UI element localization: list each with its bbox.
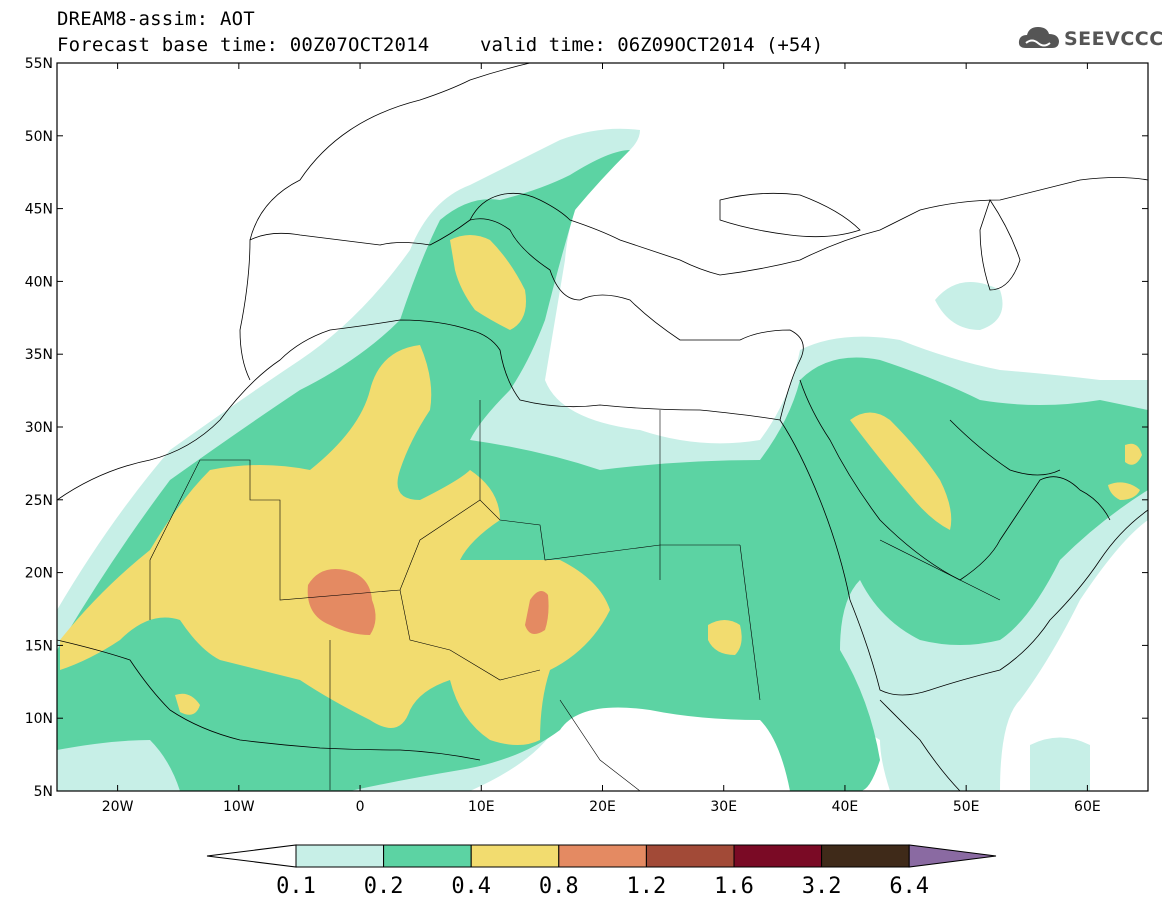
cloud-icon — [1018, 27, 1059, 48]
colorbar: 0.1 0.2 0.4 0.8 1.2 1.6 3.2 6.4 — [206, 844, 997, 899]
lon-label-40E: 40E — [832, 799, 859, 815]
aot-level-0.4-italy — [450, 235, 526, 330]
lat-label-30N: 30N — [25, 420, 53, 436]
colorbar-bin-3.2-6.4 — [821, 844, 910, 868]
aot-level-0.4-guinea — [175, 693, 200, 715]
colorbar-label-1.2: 1.2 — [627, 874, 667, 899]
logo-text: SEEVCCC — [1064, 28, 1164, 50]
lat-label-5N: 5N — [34, 784, 53, 800]
lon-label-0: 0 — [356, 799, 365, 815]
colorbar-bin-1.2-1.6 — [645, 844, 735, 868]
lon-label-20W: 20W — [102, 799, 134, 815]
lat-label-10N: 10N — [25, 711, 53, 727]
colorbar-label-6.4: 6.4 — [889, 874, 929, 899]
coastlines — [57, 63, 1148, 791]
lon-label-50E: 50E — [953, 799, 980, 815]
valid-time: valid time: 06Z09OCT2014 (+54) — [480, 34, 824, 56]
lat-label-20N: 20N — [25, 566, 53, 582]
aot-level-0.4-gulf-b — [1125, 443, 1142, 465]
colorbar-over-triangle — [908, 844, 997, 868]
colorbar-label-1.6: 1.6 — [714, 874, 754, 899]
colorbar-bin-1.6-3.2 — [733, 844, 823, 868]
colorbar-label-0.2: 0.2 — [364, 874, 404, 899]
aot-level-0.1-b — [935, 282, 1003, 330]
lat-label-15N: 15N — [25, 638, 53, 654]
colorbar-label-0.8: 0.8 — [539, 874, 579, 899]
colorbar-label-3.2: 3.2 — [802, 874, 842, 899]
lon-label-10E: 10E — [468, 799, 495, 815]
aot-level-0.4-sudan — [708, 620, 742, 655]
lat-label-50N: 50N — [25, 129, 53, 145]
lon-label-20E: 20E — [589, 799, 616, 815]
lat-label-45N: 45N — [25, 202, 53, 218]
colorbar-bin-0.2-0.4 — [383, 844, 472, 868]
aot-level-0.4-west — [60, 345, 610, 745]
colorbar-bin-0.4-0.8 — [470, 844, 560, 868]
lat-label-40N: 40N — [25, 274, 53, 290]
longitude-labels: 20W 10W 0 10E 20E 30E 40E 50E 60E — [102, 63, 1101, 815]
aot-level-0.4-arabia — [850, 412, 952, 530]
aot-level-0.2-b — [60, 668, 100, 740]
lat-label-25N: 25N — [25, 493, 53, 509]
colorbar-label-0.4: 0.4 — [451, 874, 491, 899]
lon-label-10W: 10W — [223, 799, 255, 815]
aot-level-0.1-c — [1030, 737, 1090, 791]
aot-contours — [57, 128, 1148, 791]
colorbar-label-0.1: 0.1 — [276, 874, 316, 899]
seevccc-logo: SEEVCCC — [1016, 22, 1163, 56]
aot-level-0.8-mali — [307, 569, 376, 635]
forecast-base-time: Forecast base time: 00Z07OCT2014 — [57, 34, 430, 56]
lat-label-55N: 55N — [25, 56, 53, 72]
aot-level-0.8-chad — [525, 591, 549, 634]
aot-level-0.4-gulf — [1108, 482, 1140, 500]
lat-label-35N: 35N — [25, 347, 53, 363]
colorbar-bin-0.1-0.2 — [295, 844, 385, 868]
colorbar-under-triangle — [206, 844, 297, 868]
lon-label-30E: 30E — [710, 799, 737, 815]
borders — [149, 400, 1001, 791]
lon-label-60E: 60E — [1074, 799, 1101, 815]
map-title: DREAM8-assim: AOT — [57, 8, 255, 30]
latitude-labels: 55N 50N 45N 40N 35N 30N 25N 20N 15N 10N 5N — [25, 56, 1148, 800]
colorbar-bin-0.8-1.2 — [558, 844, 647, 868]
